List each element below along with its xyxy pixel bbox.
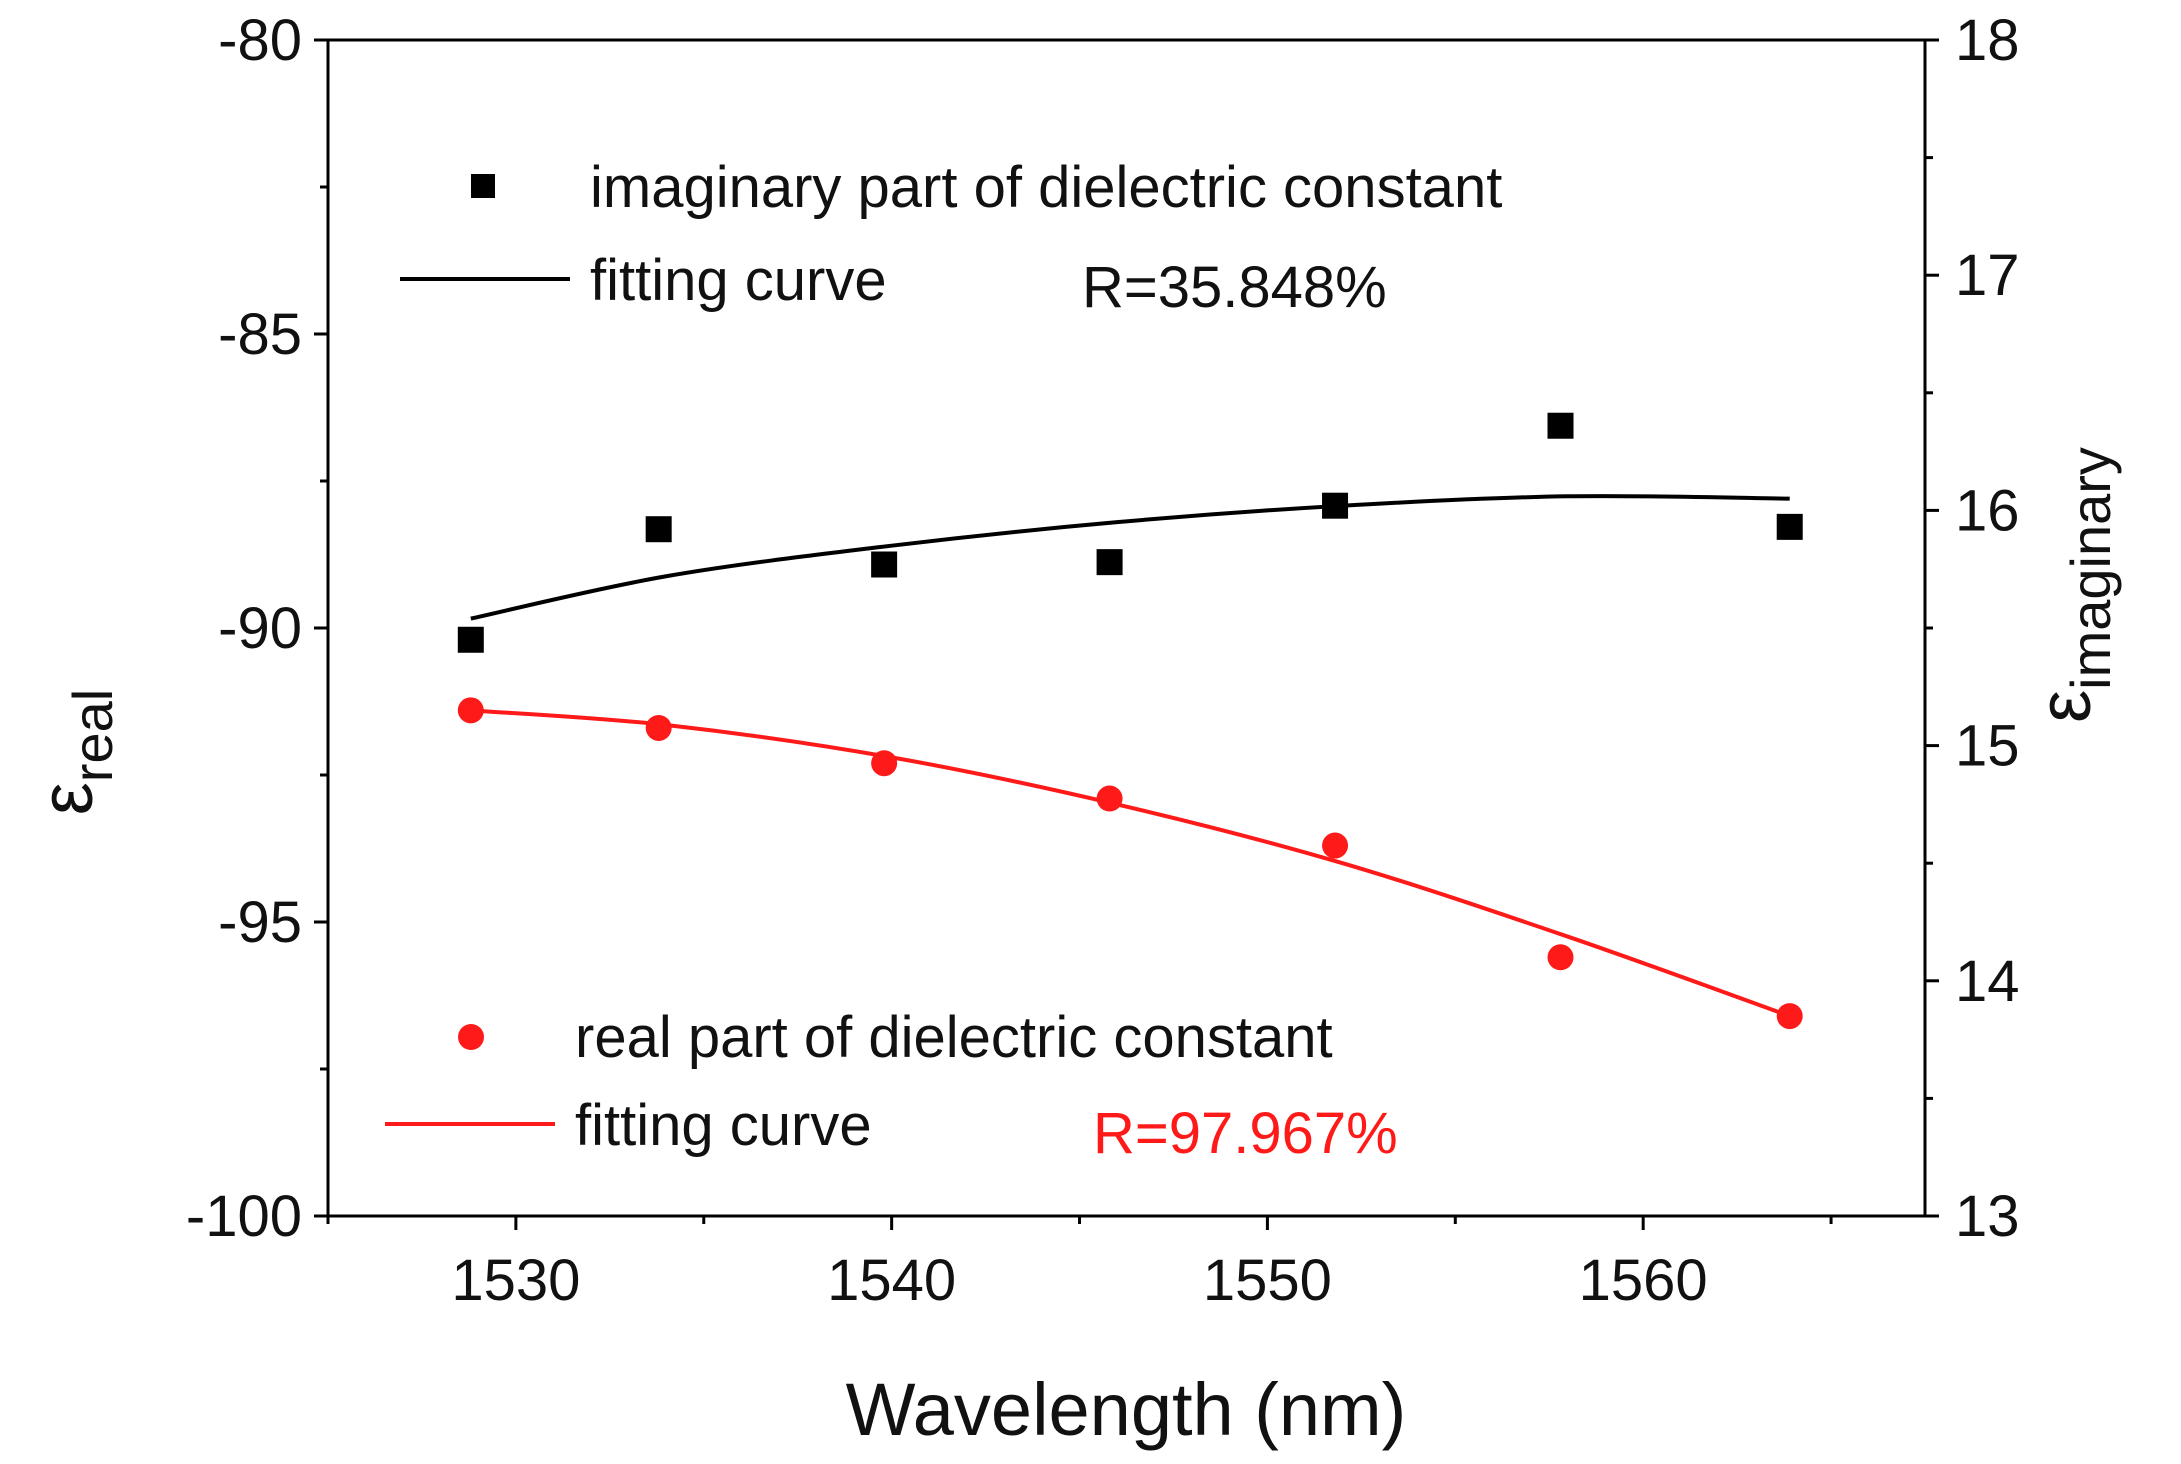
data-point-imaginary (1547, 412, 1574, 439)
legend-label-real: real part of dielectric constant (575, 1005, 1333, 1070)
legend-top: imaginary part of dielectric constant fi… (400, 155, 1502, 320)
y-left-tick-label: -95 (218, 890, 302, 955)
y-left-tick-label: -100 (186, 1184, 302, 1249)
svg-text:εreal: εreal (25, 689, 124, 815)
legend-label-fit-imaginary: fitting curve (590, 248, 887, 313)
x-tick-label: 1540 (827, 1248, 956, 1313)
ticks-layer: 1530 1540 1550 1560 -80 -85 -90 -95 -100 18 17 16 15… (186, 8, 2020, 1313)
fit-curve-left (470, 708, 1791, 1018)
y-right-tick-label: 17 (1955, 243, 2020, 308)
data-point-real (1547, 944, 1574, 971)
y-right-axis-symbol: ε (2023, 690, 2106, 723)
x-axis-title: Wavelength (nm) (846, 1368, 1407, 1451)
series-layer (457, 412, 1803, 1030)
plot-frame (326, 38, 1927, 1218)
y-right-tick-label: 14 (1955, 949, 2020, 1014)
data-point-imaginary (871, 551, 898, 578)
y-right-tick-label: 16 (1955, 478, 2020, 543)
data-point-real (645, 714, 672, 741)
y-left-tick-label: -90 (218, 596, 302, 661)
legend-marker-circle (458, 1024, 484, 1050)
y-right-axis-subscript: imaginary (2059, 447, 2122, 690)
y-right-tick-label: 15 (1955, 714, 2020, 779)
legend-label-fit-real: fitting curve (575, 1093, 872, 1158)
y-left-tick-label: -80 (218, 8, 302, 73)
legend-label-imaginary: imaginary part of dielectric constant (590, 155, 1502, 220)
data-point-imaginary (1776, 513, 1803, 540)
data-point-imaginary (1096, 549, 1123, 576)
legend-marker-square (471, 174, 495, 198)
y-right-axis-title: εimaginary (2023, 447, 2122, 723)
data-point-imaginary (457, 626, 484, 653)
x-tick-label: 1550 (1203, 1248, 1332, 1313)
y-right-tick-label: 18 (1955, 8, 2020, 73)
x-tick-label: 1530 (451, 1248, 580, 1313)
data-point-real (1322, 832, 1349, 859)
annotation-r-imaginary: R=35.848% (1082, 255, 1387, 320)
y-left-axis-subscript: real (61, 689, 124, 782)
y-left-axis-title: εreal (25, 689, 124, 815)
data-point-real (1776, 1003, 1803, 1030)
fit-curve-right (470, 494, 1790, 621)
legend-bottom: real part of dielectric constant fitting… (385, 1005, 1398, 1166)
annotation-r-real: R=97.967% (1093, 1101, 1398, 1166)
svg-text:εimaginary: εimaginary (2023, 447, 2122, 723)
y-left-axis-symbol: ε (25, 782, 108, 815)
y-left-tick-label: -85 (218, 302, 302, 367)
x-tick-label: 1560 (1579, 1248, 1708, 1313)
y-right-tick-label: 13 (1955, 1184, 2020, 1249)
data-point-imaginary (645, 516, 672, 543)
